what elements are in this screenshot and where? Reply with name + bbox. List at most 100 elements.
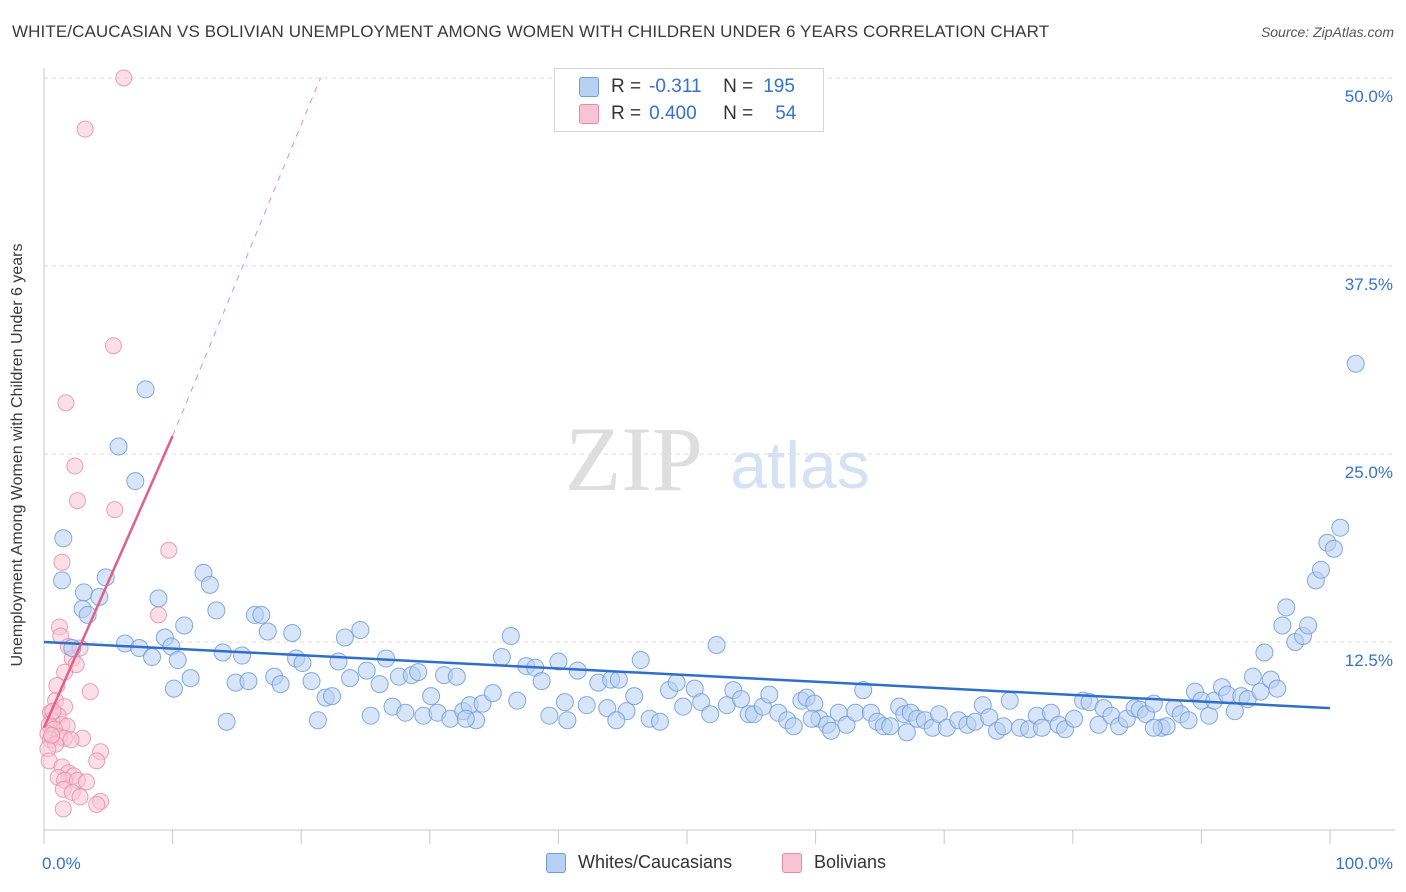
- white-point: [351, 620, 370, 639]
- white-point: [1273, 616, 1292, 635]
- white-point: [607, 711, 626, 730]
- white-point: [181, 669, 200, 688]
- white-point: [1089, 715, 1108, 734]
- legend-row-whites: R = -0.311 N = 195: [579, 75, 795, 99]
- white-point: [1243, 667, 1262, 686]
- white-point: [109, 437, 128, 456]
- white-point: [207, 601, 226, 620]
- white-point: [308, 711, 327, 730]
- bolivian-point: [71, 788, 89, 806]
- white-point: [650, 712, 669, 731]
- bolivian-point: [68, 492, 86, 510]
- white-point: [335, 628, 354, 647]
- white-point: [625, 687, 644, 706]
- white-point: [1179, 711, 1198, 730]
- white-point: [1299, 616, 1318, 635]
- bolivian-point: [115, 69, 133, 87]
- whites-trend-line: [43, 640, 1331, 710]
- x-tick-label-max: 100.0%: [1335, 854, 1393, 873]
- bolivian-point: [76, 120, 94, 138]
- white-point: [370, 675, 389, 694]
- watermark-zip: ZIP: [565, 408, 703, 510]
- white-point: [341, 669, 360, 688]
- white-point: [784, 717, 803, 736]
- white-point: [558, 711, 577, 730]
- white-point: [293, 654, 312, 673]
- bolivian-point: [160, 541, 178, 559]
- bolivian-point: [54, 800, 72, 818]
- white-point: [881, 717, 900, 736]
- whites-swatch: [579, 77, 599, 97]
- bolivian-point: [104, 337, 122, 355]
- bolivians-trend-line: [42, 435, 174, 729]
- bolivians-r-label: R =: [611, 103, 642, 124]
- y-tick-label: 25.0%: [1345, 463, 1393, 482]
- white-point: [631, 651, 650, 670]
- legend-item-bolivians[interactable]: Bolivians: [782, 852, 886, 873]
- white-point: [271, 675, 290, 694]
- watermark-atlas: atlas: [730, 428, 869, 502]
- whites-legend-label: Whites/Caucasians: [578, 852, 733, 872]
- white-point: [1255, 643, 1274, 662]
- white-point: [422, 687, 441, 706]
- white-point: [540, 706, 559, 725]
- white-point: [854, 681, 873, 700]
- whites-r-label: R =: [611, 76, 642, 97]
- trend-lines: [42, 77, 1331, 729]
- white-point: [760, 685, 779, 704]
- white-point: [549, 652, 568, 671]
- legend-item-whites[interactable]: Whites/Caucasians: [546, 852, 732, 873]
- white-point: [732, 690, 751, 709]
- y-tick-label: 37.5%: [1345, 275, 1393, 294]
- white-point: [74, 583, 93, 602]
- whites-points: [53, 354, 1365, 742]
- white-point: [175, 616, 194, 635]
- bolivian-point: [77, 773, 95, 791]
- white-point: [136, 380, 155, 399]
- white-point: [667, 673, 686, 692]
- tick-labels: 12.5% 25.0% 37.5% 50.0% 0.0% 100.0%: [42, 87, 1393, 873]
- white-point: [692, 693, 711, 712]
- white-point: [54, 529, 73, 548]
- whites-n-value: 195: [763, 76, 795, 97]
- white-point: [149, 589, 168, 608]
- y-tick-label: 12.5%: [1345, 651, 1393, 670]
- bolivian-point: [57, 394, 75, 412]
- white-point: [822, 721, 841, 740]
- axes: [43, 68, 1395, 844]
- whites-legend-swatch: [546, 852, 566, 873]
- x-tick-label-min: 0.0%: [42, 854, 81, 873]
- white-point: [302, 672, 321, 691]
- white-point: [1225, 702, 1244, 721]
- white-point: [126, 472, 145, 491]
- bolivian-point: [149, 606, 167, 624]
- white-point: [674, 697, 693, 716]
- white-point: [980, 708, 999, 727]
- y-tick-label: 50.0%: [1345, 87, 1393, 106]
- white-point: [200, 575, 219, 594]
- grid-lines: [44, 77, 1395, 643]
- bolivians-legend-label: Bolivians: [814, 852, 887, 872]
- white-point: [283, 623, 302, 642]
- whites-n-label: N =: [723, 76, 754, 97]
- bolivians-swatch: [579, 104, 599, 124]
- bolivians-n-value: 54: [775, 103, 797, 124]
- white-point: [1144, 718, 1163, 737]
- white-point: [930, 705, 949, 724]
- bolivians-r-value: 0.400: [649, 103, 697, 124]
- white-point: [492, 648, 511, 667]
- bolivian-point: [62, 731, 80, 749]
- white-point: [802, 709, 821, 728]
- white-point: [1277, 598, 1296, 617]
- white-point: [217, 712, 236, 731]
- white-point: [609, 670, 628, 689]
- white-point: [897, 723, 916, 742]
- white-point: [252, 605, 271, 624]
- white-point: [532, 672, 551, 691]
- white-point: [1324, 539, 1343, 558]
- white-point: [508, 691, 527, 710]
- white-point: [143, 648, 162, 667]
- white-point: [805, 694, 824, 713]
- white-point: [53, 571, 72, 590]
